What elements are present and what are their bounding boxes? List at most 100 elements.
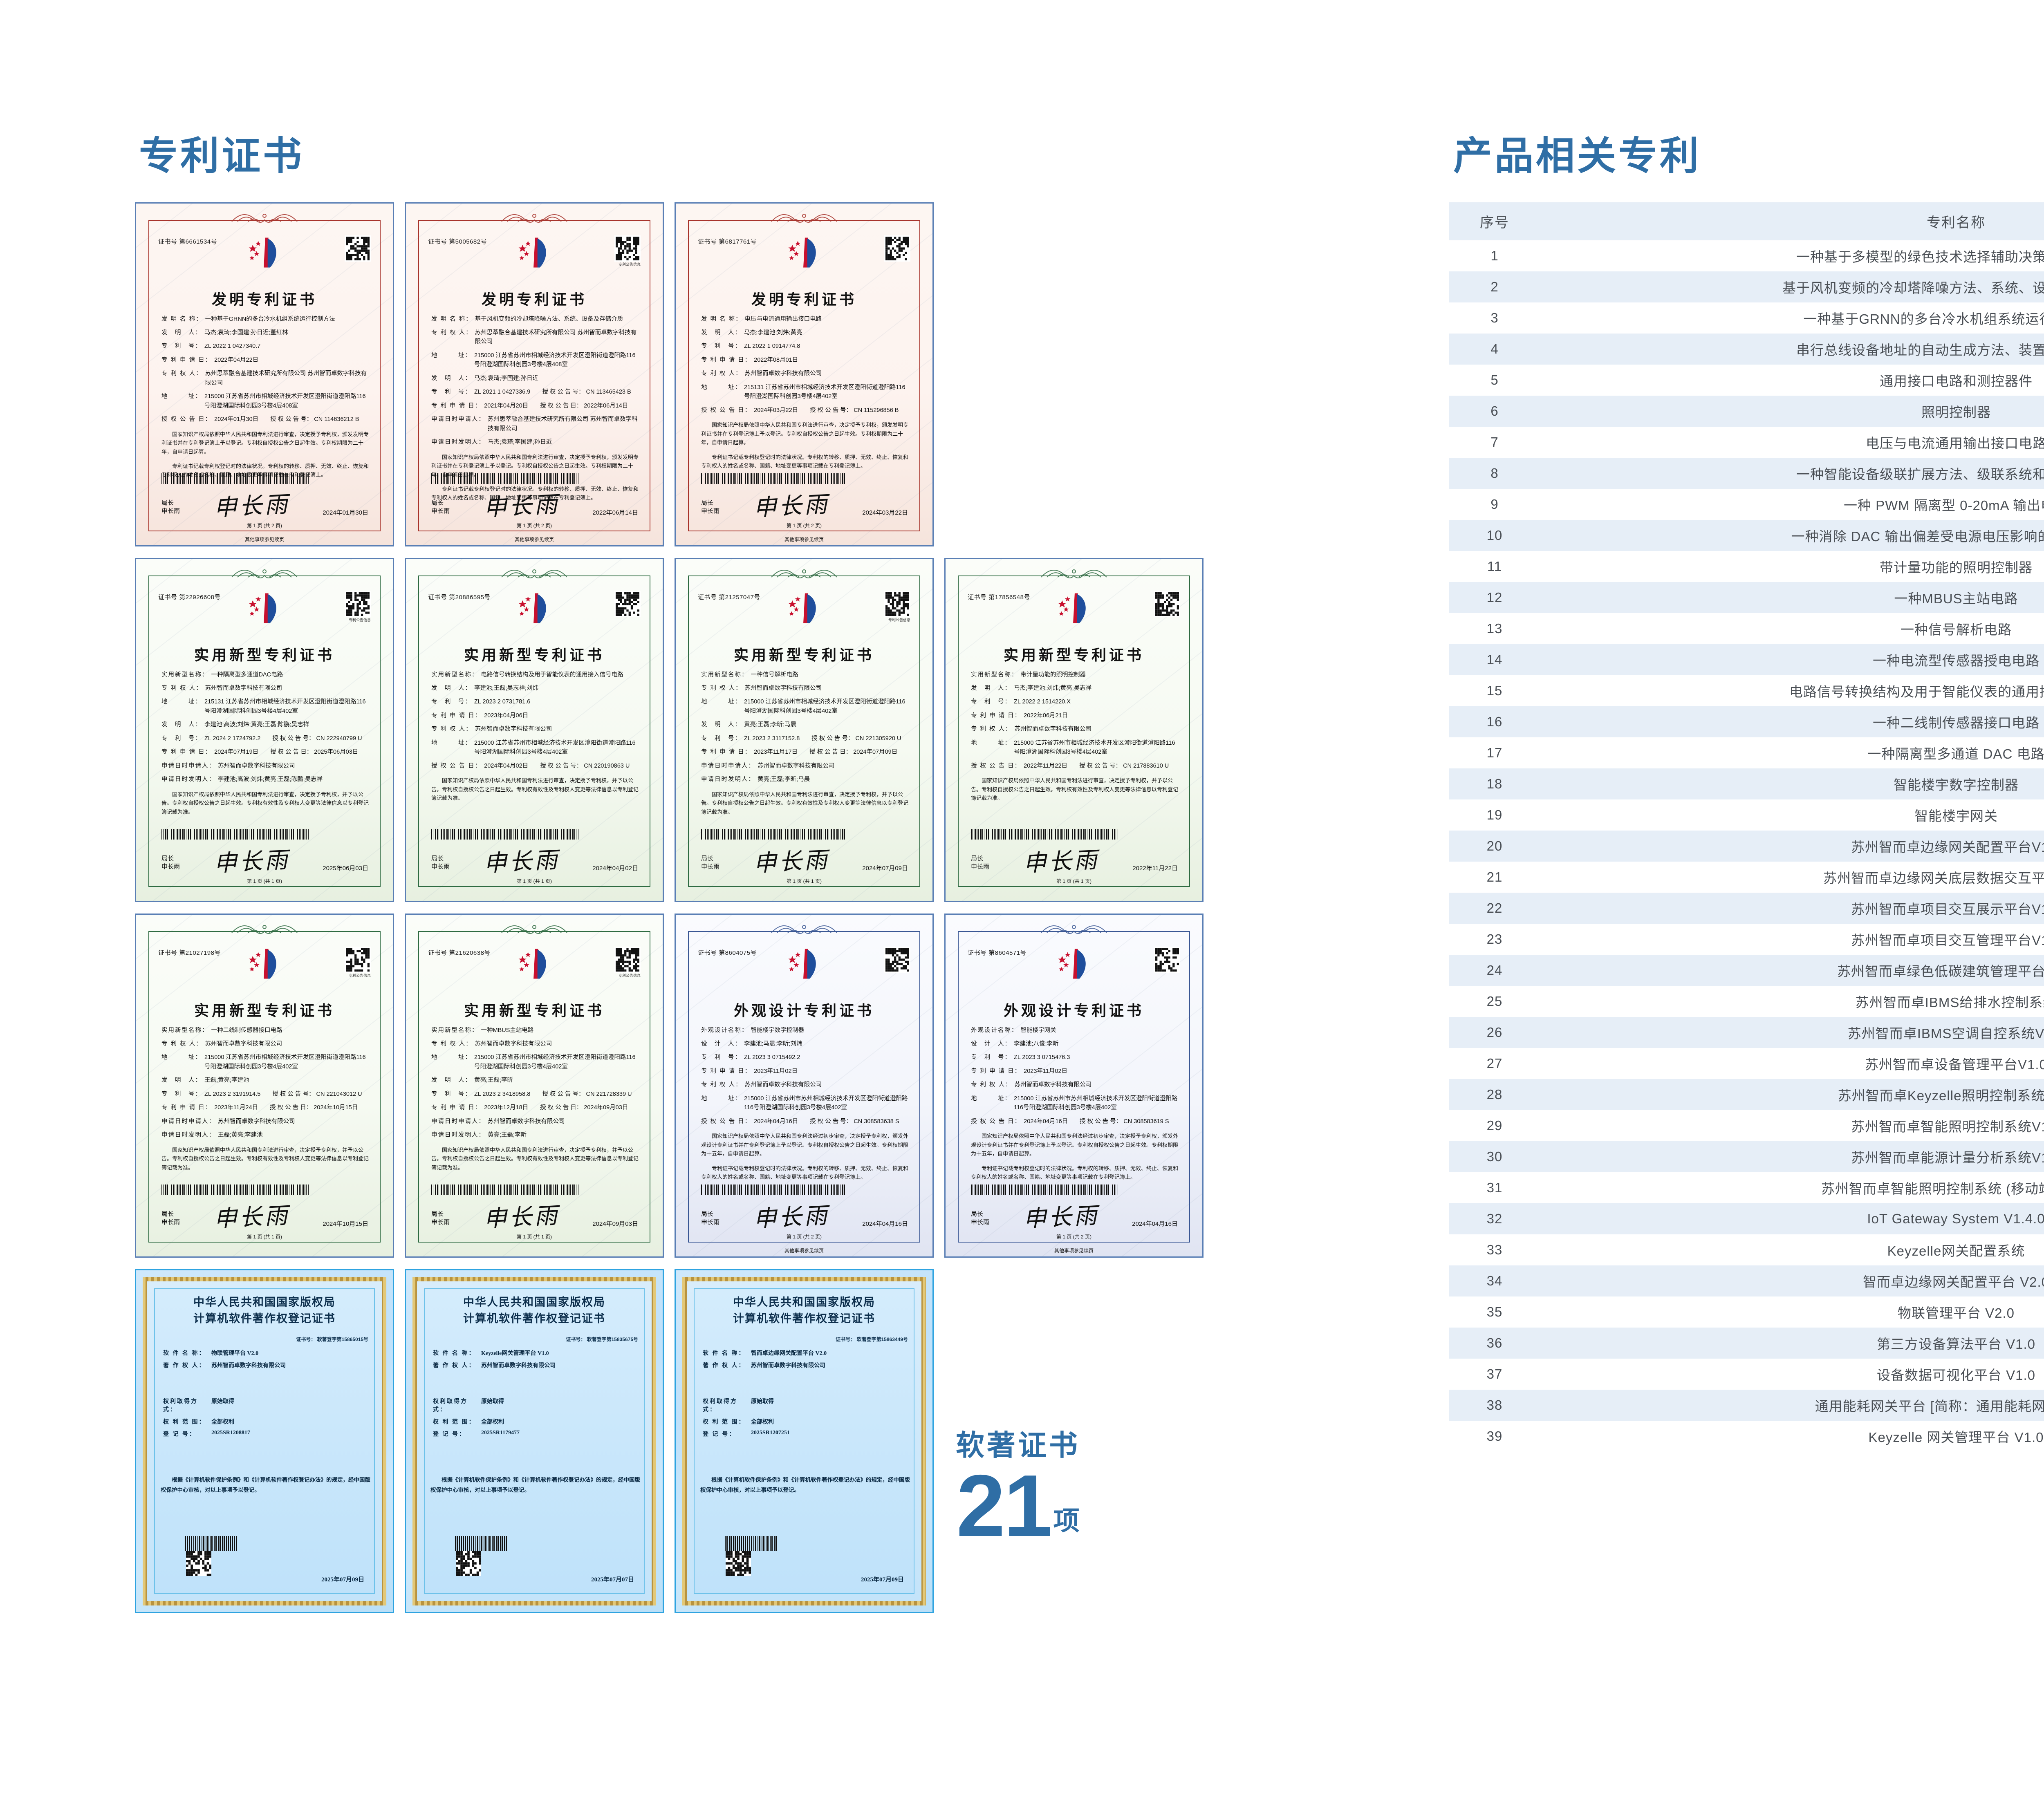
cert-field: 申请日时申请人： 苏州思萃融合基建技术研究所有限公司 苏州智而卓数字科技有限公司 [431,415,640,433]
software-copyright-certificate-card[interactable]: 中华人民共和国国家版权局 计算机软件著作权登记证书 证书号： 软著登字第15835… [405,1269,664,1613]
table-header-index: 序号 [1449,202,1540,240]
patent-certificate-card[interactable]: 证书号 第6661534号 发明专利证书 发 明 名 称： 一种基于GRNN的多… [135,202,394,546]
patent-certificate-card[interactable]: 证书号 第6817761号 发明专利证书 发 明 名 称： 电压与电流通用输出接… [675,202,934,546]
cert-field-value: 一种基于GRNN的多台冷水机组系统运行控制方法 [205,316,335,322]
ornament-icon [763,922,845,936]
cert-field: 专 利 申 请 日： 2023年11月24日 授 权 公 告 日： 2024年1… [161,1103,370,1112]
cert-field-key: 授 权 公 告 日： [701,1118,752,1125]
patent-certificate-card[interactable]: 证书号 第20886595号 实用新型专利证书 实用新型名称： 电路信号转换结构… [405,558,664,902]
cert-field: 实用新型名称： 电路信号转换结构及用于智能仪表的通用接入信号电路 [431,670,640,679]
patent-certificate-card[interactable]: 证书号 第21027198号 专利公告信息 实用新型专利证书 实用新型名称： 一… [135,913,394,1258]
patent-name: 苏州智而卓智能照明控制系统V1.0 [1851,1119,2044,1134]
patent-name: 一种智能设备级联扩展方法、级联系统和可存储介质 [1540,457,2044,489]
cert-field-key: 地 址： [161,699,202,705]
certificate-page-of: 第 1 页 (共 2 页) [516,522,552,528]
cert-field-key: 专 利 申 请 日： [161,356,212,363]
table-row: 18智能楼宇数字控制器外观 [1449,768,2044,799]
cert-field-value: 215000 江苏省苏州市相城经济技术开发区澄阳街道澄阳路116号阳澄湖国际科创… [204,1054,366,1070]
patent-index: 14 [1449,644,1540,675]
patent-certificate-card[interactable]: 证书号 第8604075号 外观设计专利证书 外观设计名称： 智能楼宇数字控制器… [675,913,934,1258]
cert-field: 专 利 权 人： 苏州智而卓数字科技有限公司 [971,1080,1179,1089]
cert-field-key: 发 明 人： [161,1077,202,1084]
software-certificate-number: 证书号： 软著登字第15863449号 [836,1336,908,1342]
cnipa-logo-icon [515,589,554,628]
cert-field: 发 明 人： 王磊;黄亮;李建池 [161,1076,370,1085]
cert-field-key: 专 利 申 请 日： [431,402,482,409]
patent-name: 电压与电流通用输出接口电路 [1866,435,2044,451]
qr-caption: 专利公告信息 [888,618,910,622]
software-field-value: 全部权利 [751,1419,774,1425]
cert-field: 专 利 权 人： 苏州智而卓数字科技有限公司 [161,684,370,693]
software-copyright-certificate-card[interactable]: 中华人民共和国国家版权局 计算机软件著作权登记证书 证书号： 软著登字第15863… [675,1269,934,1613]
cert-field: 申请日时申请人： 苏州智而卓数字科技有限公司 [431,1117,640,1126]
cert-field-key: 发 明 名 称： [701,316,742,322]
cert-field: 实用新型名称： 一种MBUS主站电路 [431,1026,640,1035]
certificate-date: 2022年06月14日 [592,509,638,516]
software-field-key: 权利取得方式： [433,1398,468,1413]
certificate-title: 发明专利证书 [751,291,857,308]
cert-field-value: ZL 2023 2 0731781.6 [474,699,531,705]
cert-field-value: 李建池;高波;刘炜;黄亮;王磊;陈鹏;吴志祥 [218,776,323,783]
certificate-date: 2024年04月02日 [592,864,638,872]
software-field-value: 苏州智而卓数字科技有限公司 [211,1362,286,1369]
patent-name: 电路信号转换结构及用于智能仪表的通用接入信号电路 [1789,684,2044,699]
cert-field: 申请日时发明人： 马杰;袁琦;李国建;孙日近 [431,438,640,447]
patent-name: 通用能耗网关平台 [简称：通用能耗网关] V2.0 [1540,1389,2044,1421]
barcode-icon [185,1536,238,1551]
cert-field-key: 专 利 号： [161,343,202,350]
cert-field: 专 利 号： ZL 2021 1 0427336.9 授 权 公 告 号： CN… [431,387,640,396]
software-field-key: 权利取得方式： [163,1398,198,1413]
cert-field-key: 授 权 公 告 日： [701,407,752,414]
certificate-paragraph: 专利证书记载专利权登记时的法律状况。专利权的转移、质押、无效、终止、恢复和专利权… [701,1165,909,1180]
patent-index: 19 [1486,807,1503,822]
table-row: 19智能楼宇网关外观 [1449,799,2044,831]
certificate-page-of: 第 1 页 (共 1 页) [516,878,552,884]
table-row: 21苏州智而卓边缘网关底层数据交互平台V1.0软著 [1449,862,2044,893]
patent-certificate-card[interactable]: 证书号 第21257047号 专利公告信息 实用新型专利证书 实用新型名称： 一… [675,558,934,902]
software-copyright-certificate-card[interactable]: 中华人民共和国国家版权局 计算机软件著作权登记证书 证书号： 软著登字第15865… [135,1269,394,1613]
cert-field: 申请日时申请人： 苏州智而卓数字科技有限公司 [161,761,370,770]
patent-certificate-card[interactable]: 证书号 第5005682号 专利公告信息 发明专利证书 发 明 名 称： 基于风… [405,202,664,546]
certificate-number: 证书号 第6817761号 [698,238,757,245]
certificate-fields: 实用新型名称： 一种二线制传感器接口电路 专 利 权 人： 苏州智而卓数字科技有… [161,1026,370,1172]
patent-certificate-card[interactable]: 证书号 第21620638号 专利公告信息 实用新型专利证书 实用新型名称： 一… [405,913,664,1258]
cert-field: 地 址： 215000 江苏省苏州市相城经济技术开发区澄阳街道澄阳路116号阳澄… [971,739,1179,757]
cert-field-value: ZL 2023 2 3418958.8 授 权 公 告 号： CN 221728… [474,1090,632,1097]
cert-field-value: 苏州智而卓数字科技有限公司 [205,685,282,692]
cert-field-value: 苏州智而卓数字科技有限公司 [758,762,835,769]
director-label: 局长 [161,1211,174,1218]
patent-certificate-card[interactable]: 证书号 第22926608号 专利公告信息 实用新型专利证书 实用新型名称： 一… [135,558,394,902]
table-row: 13一种信号解析电路实用新型 [1449,613,2044,644]
patent-name: 一种基于多模型的绿色技术选择辅助决策方法和系统 [1796,249,2044,264]
cert-field-key: 地 址： [161,1054,202,1061]
director-name: 申长雨 [161,1219,180,1226]
patent-index: 38 [1449,1389,1540,1421]
qr-code-icon [456,1550,481,1576]
software-field-key: 登 记 号： [163,1431,196,1438]
patent-name: 苏州智而卓智能照明控制系统 (移动端) V1.0 [1821,1181,2044,1196]
patent-certificate-card[interactable]: 证书号 第8604571号 外观设计专利证书 外观设计名称： 智能楼宇网关 设 … [944,913,1204,1258]
patent-name: 一种二线制传感器接口电路 [1540,706,2044,737]
software-field-key: 权 利 范 围： [433,1419,476,1425]
certificate-number: 证书号 第21257047号 [698,593,760,601]
cert-field: 专 利 号： ZL 2022 1 0914774.8 [701,342,910,351]
cert-field: 地 址： 215000 江苏省苏州市相城经济技术开发区澄阳街道澄阳路116号阳澄… [701,697,910,716]
cert-field-value: 215000 江苏省苏州市相城经济技术开发区澄阳街道澄阳路116号阳澄湖国际科创… [1014,739,1175,756]
cert-field-key: 申请日时申请人： [431,1118,485,1125]
cert-field-value: 2024年04月16日 授 权 公 告 号： CN 308583619 S [1024,1118,1169,1125]
cert-field-value: 苏州智而卓数字科技有限公司 [218,762,295,769]
cert-field-value: 苏州智而卓数字科技有限公司 [744,1081,822,1088]
certificate-number: 证书号 第5005682号 [428,238,487,245]
cert-field-value: 李建池;王磊;吴志祥;刘炜 [474,685,539,692]
cert-field: 专 利 号： ZL 2023 2 3191914.5 授 权 公 告 号： CN… [161,1090,370,1099]
qr-code-icon [884,235,910,262]
qr-code-icon [1154,946,1180,973]
certificate-page-of: 第 1 页 (共 2 页) [786,1234,822,1240]
cert-field-key: 专 利 申 请 日： [161,1104,212,1111]
patent-certificate-card[interactable]: 证书号 第17856548号 实用新型专利证书 实用新型名称： 带计量功能的照明… [944,558,1204,902]
cert-field: 专 利 号： ZL 2022 1 0427340.7 [161,342,370,351]
